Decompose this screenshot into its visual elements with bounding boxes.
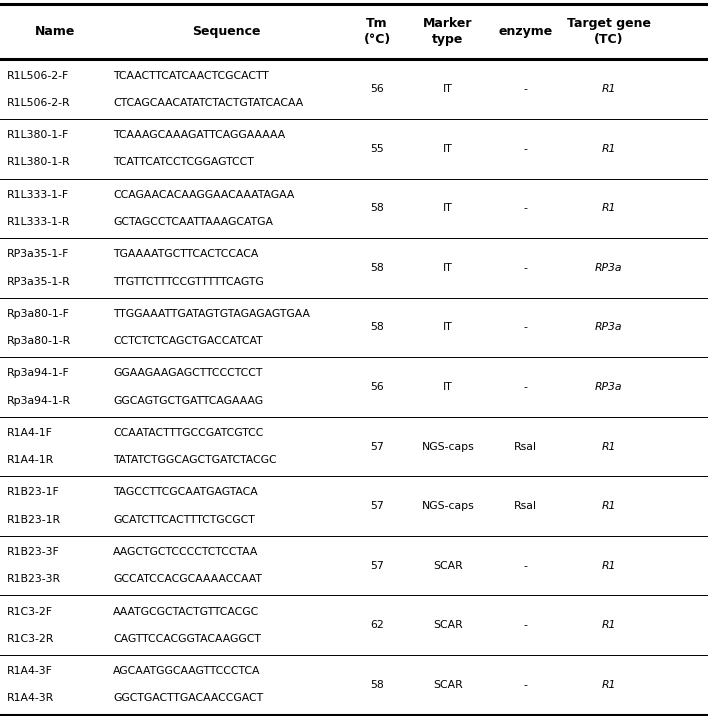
Text: Sequence: Sequence xyxy=(193,25,261,38)
Text: GGCAGTGCTGATTCAGAAAG: GGCAGTGCTGATTCAGAAAG xyxy=(113,396,263,406)
Text: R1B23-3F: R1B23-3F xyxy=(7,547,60,557)
Text: -: - xyxy=(524,679,527,690)
Text: TCAACTTCATCAACTCGCACTT: TCAACTTCATCAACTCGCACTT xyxy=(113,70,269,80)
Text: IT: IT xyxy=(443,382,452,392)
Text: -: - xyxy=(524,620,527,630)
Text: R1: R1 xyxy=(602,561,616,571)
Text: 55: 55 xyxy=(370,144,384,154)
Text: R1A4-1F: R1A4-1F xyxy=(7,428,53,438)
Text: AAATGCGCTACTGTTCACGC: AAATGCGCTACTGTTCACGC xyxy=(113,606,260,616)
Text: 58: 58 xyxy=(370,679,384,690)
Text: SCAR: SCAR xyxy=(433,679,463,690)
Text: RP3a: RP3a xyxy=(595,322,622,332)
Text: IT: IT xyxy=(443,263,452,273)
Text: Name: Name xyxy=(35,25,75,38)
Text: R1B23-3R: R1B23-3R xyxy=(7,574,61,584)
Text: TATATCTGGCAGCTGATCTACGC: TATATCTGGCAGCTGATCTACGC xyxy=(113,455,277,465)
Text: 56: 56 xyxy=(370,382,384,392)
Text: GCATCTTCACTTTCTGCGCT: GCATCTTCACTTTCTGCGCT xyxy=(113,515,255,525)
Text: Target gene
(TC): Target gene (TC) xyxy=(567,17,651,46)
Text: R1: R1 xyxy=(602,679,616,690)
Text: R1: R1 xyxy=(602,84,616,95)
Text: R1: R1 xyxy=(602,203,616,213)
Text: IT: IT xyxy=(443,84,452,95)
Text: R1C3-2R: R1C3-2R xyxy=(7,634,55,644)
Text: TCAAAGCAAAGATTCAGGAAAAA: TCAAAGCAAAGATTCAGGAAAAA xyxy=(113,130,285,140)
Text: R1: R1 xyxy=(602,144,616,154)
Text: -: - xyxy=(524,322,527,332)
Text: TGAAAATGCTTCACTCCACA: TGAAAATGCTTCACTCCACA xyxy=(113,249,258,259)
Text: GGCTGACTTGACAACCGACT: GGCTGACTTGACAACCGACT xyxy=(113,694,263,704)
Text: TAGCCTTCGCAATGAGTACA: TAGCCTTCGCAATGAGTACA xyxy=(113,488,258,498)
Text: IT: IT xyxy=(443,144,452,154)
Text: R1A4-3F: R1A4-3F xyxy=(7,666,53,676)
Text: Marker
type: Marker type xyxy=(423,17,472,46)
Text: SCAR: SCAR xyxy=(433,561,463,571)
Text: IT: IT xyxy=(443,322,452,332)
Text: RsaI: RsaI xyxy=(514,442,537,452)
Text: R1L380-1-F: R1L380-1-F xyxy=(7,130,69,140)
Text: -: - xyxy=(524,203,527,213)
Text: R1B23-1F: R1B23-1F xyxy=(7,488,60,498)
Text: 58: 58 xyxy=(370,263,384,273)
Text: 57: 57 xyxy=(370,561,384,571)
Text: -: - xyxy=(524,561,527,571)
Text: AGCAATGGCAAGTTCCCTCA: AGCAATGGCAAGTTCCCTCA xyxy=(113,666,261,676)
Text: enzyme: enzyme xyxy=(498,25,553,38)
Text: R1: R1 xyxy=(602,501,616,511)
Text: R1L506-2-R: R1L506-2-R xyxy=(7,98,71,108)
Text: CTCAGCAACATATCTACTGTATCACAA: CTCAGCAACATATCTACTGTATCACAA xyxy=(113,98,304,108)
Text: GCTAGCCTCAATTAAAGCATGA: GCTAGCCTCAATTAAAGCATGA xyxy=(113,217,273,227)
Text: 62: 62 xyxy=(370,620,384,630)
Text: AAGCTGCTCCCCTCTCCTAA: AAGCTGCTCCCCTCTCCTAA xyxy=(113,547,258,557)
Text: RP3a35-1-F: RP3a35-1-F xyxy=(7,249,69,259)
Text: RP3a35-1-R: RP3a35-1-R xyxy=(7,276,71,286)
Text: R1L380-1-R: R1L380-1-R xyxy=(7,158,71,168)
Text: Rp3a94-1-R: Rp3a94-1-R xyxy=(7,396,72,406)
Text: CCTCTCTCAGCTGACCATCAT: CCTCTCTCAGCTGACCATCAT xyxy=(113,336,263,346)
Text: RP3a: RP3a xyxy=(595,263,622,273)
Text: RP3a: RP3a xyxy=(595,382,622,392)
Text: IT: IT xyxy=(443,203,452,213)
Text: NGS-caps: NGS-caps xyxy=(421,501,474,511)
Text: GGAAGAAGAGCTTCCCTCCT: GGAAGAAGAGCTTCCCTCCT xyxy=(113,368,263,378)
Text: R1A4-3R: R1A4-3R xyxy=(7,694,55,704)
Text: -: - xyxy=(524,382,527,392)
Text: Rp3a94-1-F: Rp3a94-1-F xyxy=(7,368,70,378)
Text: R1L333-1-R: R1L333-1-R xyxy=(7,217,71,227)
Text: CCAATACTTTGCCGATCGTCC: CCAATACTTTGCCGATCGTCC xyxy=(113,428,263,438)
Text: RsaI: RsaI xyxy=(514,501,537,511)
Text: NGS-caps: NGS-caps xyxy=(421,442,474,452)
Text: 58: 58 xyxy=(370,203,384,213)
Text: Rp3a80-1-R: Rp3a80-1-R xyxy=(7,336,72,346)
Text: -: - xyxy=(524,84,527,95)
Text: R1: R1 xyxy=(602,620,616,630)
Text: R1C3-2F: R1C3-2F xyxy=(7,606,53,616)
Text: CCAGAACACAAGGAACAAATAGAA: CCAGAACACAAGGAACAAATAGAA xyxy=(113,190,295,200)
Text: TTGTTCTTTCCGTTTTTCAGTG: TTGTTCTTTCCGTTTTTCAGTG xyxy=(113,276,264,286)
Text: CAGTTCCACGGTACAAGGCT: CAGTTCCACGGTACAAGGCT xyxy=(113,634,261,644)
Text: 57: 57 xyxy=(370,501,384,511)
Text: 58: 58 xyxy=(370,322,384,332)
Text: R1B23-1R: R1B23-1R xyxy=(7,515,61,525)
Text: GCCATCCACGCAAAACCAAT: GCCATCCACGCAAAACCAAT xyxy=(113,574,262,584)
Text: R1L506-2-F: R1L506-2-F xyxy=(7,70,69,80)
Text: R1: R1 xyxy=(602,442,616,452)
Text: R1L333-1-F: R1L333-1-F xyxy=(7,190,69,200)
Text: 57: 57 xyxy=(370,442,384,452)
Text: -: - xyxy=(524,144,527,154)
Text: TTGGAAATTGATAGTGTAGAGAGTGAA: TTGGAAATTGATAGTGTAGAGAGTGAA xyxy=(113,309,310,319)
Text: Tm
(°C): Tm (°C) xyxy=(363,17,391,46)
Text: Rp3a80-1-F: Rp3a80-1-F xyxy=(7,309,70,319)
Text: -: - xyxy=(524,263,527,273)
Text: R1A4-1R: R1A4-1R xyxy=(7,455,55,465)
Text: SCAR: SCAR xyxy=(433,620,463,630)
Text: TCATTCATCCTCGGAGTCCT: TCATTCATCCTCGGAGTCCT xyxy=(113,158,254,168)
Text: 56: 56 xyxy=(370,84,384,95)
